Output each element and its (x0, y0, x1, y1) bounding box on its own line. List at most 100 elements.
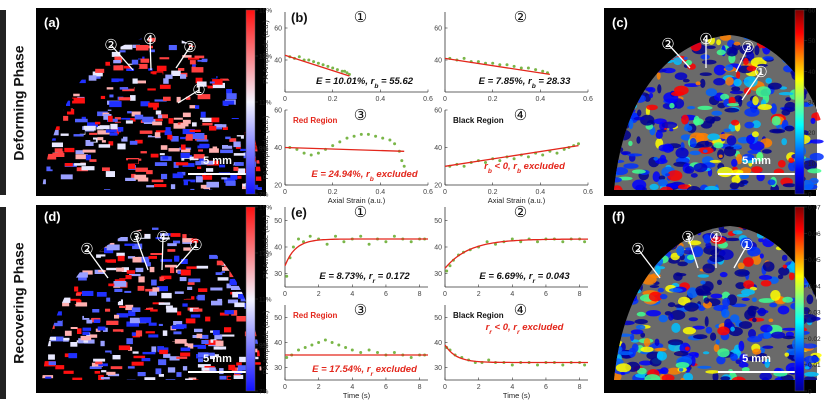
fit-line-1 (284, 54, 350, 77)
annotation-2: E = 7.85%, rb = 28.33 (479, 76, 571, 90)
marker-leader-a-1 (177, 89, 200, 104)
panel-label-1: (b) (291, 10, 308, 25)
data-point-2-11 (526, 66, 530, 70)
marker-leader-c-1 (741, 71, 762, 101)
marker-leader-a-4 (149, 38, 152, 71)
data-point-7-7 (330, 341, 334, 344)
region-marker-a-2: ② (104, 37, 117, 54)
data-point-3-1 (295, 147, 299, 151)
data-point-3-11 (366, 132, 370, 136)
data-point-5-0 (285, 274, 289, 278)
region-marker-a-3: ③ (183, 39, 196, 56)
region-number-2: ② (514, 9, 527, 26)
data-point-5-7 (325, 242, 329, 246)
y-axis-label-5: PA Amplitude (a.u.) (261, 215, 270, 279)
y-axis-label-7: PA Amplitude (a.u.) (261, 310, 270, 374)
data-point-3-6 (331, 144, 335, 148)
data-point-5-11 (359, 234, 363, 238)
panel-d-strain-map (36, 205, 266, 393)
region-marker-f-2: ② (631, 241, 644, 258)
region-marker-c-1: ① (754, 64, 767, 81)
data-point-4-15 (555, 151, 559, 155)
region-marker-a-4: ④ (143, 31, 156, 48)
y-tick-label-1-0: 40 (274, 58, 282, 65)
x-tick-label-8-4: 8 (578, 384, 582, 391)
panel-label-a: (a) (44, 15, 60, 30)
data-point-2-10 (519, 66, 523, 70)
recovering-phase-bar (0, 207, 6, 399)
data-point-7-11 (359, 351, 363, 354)
data-point-4-11 (526, 155, 530, 159)
data-point-1-2 (297, 55, 301, 59)
data-point-3-15 (393, 142, 397, 146)
colorbar-c (794, 9, 805, 195)
region-marker-c-4: ④ (699, 31, 712, 48)
colorbar-tick-label-a-0: 15% (259, 8, 272, 15)
panel-c-pa-map (604, 8, 824, 196)
data-point-8-19 (583, 363, 587, 367)
y-tick-label-6-0: 30 (434, 271, 442, 278)
colorbar-tick-label-c-1: 50 (808, 38, 816, 45)
panel-a-strain-map (36, 8, 266, 196)
y-axis-label-1: PA Amplitude (a.u.) (261, 20, 270, 84)
x-tick-label-3-0: 0 (283, 189, 287, 196)
y-tick-label-4-1: 40 (434, 145, 442, 152)
y-tick-label-7-0: 30 (274, 365, 282, 372)
data-point-7-0 (285, 356, 289, 359)
data-point-5-15 (392, 234, 396, 238)
data-point-3-2 (302, 151, 306, 155)
fit-line-8 (444, 344, 588, 364)
data-point-7-15 (392, 351, 396, 354)
colorbar-d (245, 206, 256, 392)
data-point-1-4 (307, 58, 311, 62)
plot-1: 0 0.2 0.4 0.6 40 60 PA Amplitude (a.u.) (b) ① E =… (261, 9, 433, 103)
data-point-6-0 (445, 269, 449, 273)
x-tick-label-4-2: 0.4 (535, 189, 545, 196)
x-tick-label-6-4: 8 (578, 291, 582, 298)
data-point-1-9 (331, 66, 335, 70)
colorbar-tick-label-c-2: 40 (808, 69, 816, 76)
plot-7: 0 2 4 6 8 30 40 50 PA Amplitude (a.u.) Time (s) ③ R… (261, 302, 428, 400)
colorbar-tick-label-f-1: 0.06 (808, 231, 821, 238)
data-point-3-13 (381, 136, 385, 140)
data-point-5-8 (334, 234, 337, 238)
data-point-1-7 (321, 63, 325, 67)
plot-8: 0 2 4 6 8 30 40 50 Time (s) ④ Black Region rr < 0, … (434, 302, 588, 400)
y-tick-label-8-1: 40 (434, 340, 442, 347)
data-point-3-7 (338, 140, 342, 144)
colorbar-tick-label-d-4: 7% (259, 389, 269, 396)
colorbar-tick-label-a-3: 9% (259, 146, 269, 153)
plot-6: 0 2 4 6 8 30 40 50 ② E = 6.69%, rr = 0.043 (434, 204, 588, 298)
x-tick-label-7-0: 0 (283, 384, 287, 391)
marker-leader-c-3 (735, 46, 749, 73)
x-tick-label-7-3: 6 (384, 384, 388, 391)
plot-2: 0 0.2 0.4 0.6 40 60 ② E = 7.85%, rb = 28.33 (434, 9, 593, 103)
data-point-6-8 (494, 242, 497, 246)
data-point-4-2 (462, 164, 466, 168)
colorbar-tick-label-c-4: 20 (808, 130, 816, 137)
data-point-1-13 (345, 71, 349, 75)
data-point-7-8 (337, 343, 341, 347)
colorbar-tick-label-d-1: 13% (259, 251, 272, 258)
x-tick-label-5-0: 0 (283, 291, 287, 298)
scale-bar-label-d: 5 mm (203, 353, 232, 365)
colorbar-tick-label-f-2: 0.05 (808, 257, 821, 264)
data-point-6-13 (536, 240, 539, 244)
marker-leader-d-3 (135, 236, 149, 271)
data-point-1-11 (340, 69, 344, 73)
panel-label-d: (d) (44, 209, 61, 224)
data-point-4-9 (512, 157, 516, 161)
region-marker-c-3: ③ (741, 39, 754, 56)
x-tick-label-5-4: 8 (418, 291, 422, 298)
x-tick-label-4-1: 0.2 (488, 189, 498, 196)
annotation-8: rr < 0, rr excluded (486, 322, 564, 336)
data-point-3-12 (374, 134, 378, 138)
x-tick-label-7-2: 4 (350, 384, 354, 391)
x-tick-label-8-1: 2 (477, 384, 481, 391)
panel-label-c: (c) (612, 15, 628, 30)
data-point-3-4 (316, 151, 320, 155)
x-tick-label-1-0: 0 (283, 96, 287, 103)
region-label-8: Black Region (453, 311, 504, 320)
data-point-8-10 (510, 363, 514, 367)
x-tick-label-7-1: 2 (317, 384, 321, 391)
